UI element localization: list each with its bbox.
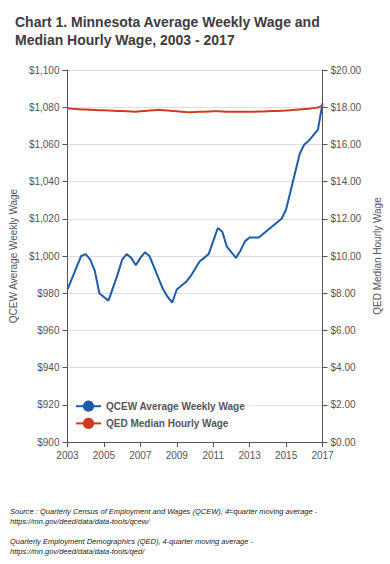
- svg-text:$16.00: $16.00: [331, 139, 362, 150]
- svg-text:$1,100: $1,100: [29, 65, 60, 76]
- svg-text:$1,020: $1,020: [29, 213, 60, 224]
- svg-text:$940: $940: [37, 362, 60, 373]
- svg-text:$1,060: $1,060: [29, 139, 60, 150]
- svg-text:Median Hourly Wage, 2003 - 201: Median Hourly Wage, 2003 - 2017: [15, 32, 235, 48]
- svg-text:$0.00: $0.00: [331, 437, 356, 448]
- svg-text:$12.00: $12.00: [331, 213, 362, 224]
- svg-text:$4.00: $4.00: [331, 362, 356, 373]
- svg-text:QCEW Average Weekly Wage: QCEW Average Weekly Wage: [8, 188, 19, 323]
- svg-text:Chart 1. Minnesota Average Wee: Chart 1. Minnesota Average Weekly Wage a…: [15, 14, 320, 30]
- svg-text:2003: 2003: [56, 450, 79, 461]
- svg-text:$1,000: $1,000: [29, 251, 60, 262]
- svg-text:Quarterly Employment Demograph: Quarterly Employment Demographics (QED),…: [10, 537, 254, 546]
- svg-text:$20.00: $20.00: [331, 65, 362, 76]
- svg-text:2015: 2015: [275, 450, 298, 461]
- svg-text:https://mn.gov/deed/data/data-: https://mn.gov/deed/data/data-tools/qed/: [10, 547, 145, 556]
- svg-text:$8.00: $8.00: [331, 288, 356, 299]
- svg-text:2013: 2013: [239, 450, 262, 461]
- svg-text:QED Median Hourly Wage: QED Median Hourly Wage: [372, 197, 383, 315]
- svg-text:https://mn.gov/deed/data/data-: https://mn.gov/deed/data/data-tools/qcew…: [10, 517, 150, 526]
- svg-text:2009: 2009: [166, 450, 189, 461]
- svg-text:2005: 2005: [93, 450, 116, 461]
- svg-text:$1,080: $1,080: [29, 102, 60, 113]
- svg-text:2007: 2007: [129, 450, 152, 461]
- svg-text:2011: 2011: [202, 450, 224, 461]
- svg-text:$18.00: $18.00: [331, 102, 362, 113]
- svg-text:$1,040: $1,040: [29, 176, 60, 187]
- svg-text:$6.00: $6.00: [331, 325, 356, 336]
- svg-text:$10.00: $10.00: [331, 251, 362, 262]
- svg-text:2017: 2017: [311, 450, 334, 461]
- svg-text:QCEW Average Weekly Wage: QCEW Average Weekly Wage: [106, 401, 245, 412]
- svg-text:$2.00: $2.00: [331, 399, 356, 410]
- svg-text:$920: $920: [37, 399, 60, 410]
- svg-text:$14.00: $14.00: [331, 176, 362, 187]
- svg-text:QED Median Hourly Wage: QED Median Hourly Wage: [106, 418, 229, 429]
- svg-text:$980: $980: [37, 288, 60, 299]
- svg-text:$960: $960: [37, 325, 60, 336]
- svg-text:Source : Quarterly Census of E: Source : Quarterly Census of Employment …: [10, 507, 318, 516]
- svg-text:$900: $900: [37, 437, 60, 448]
